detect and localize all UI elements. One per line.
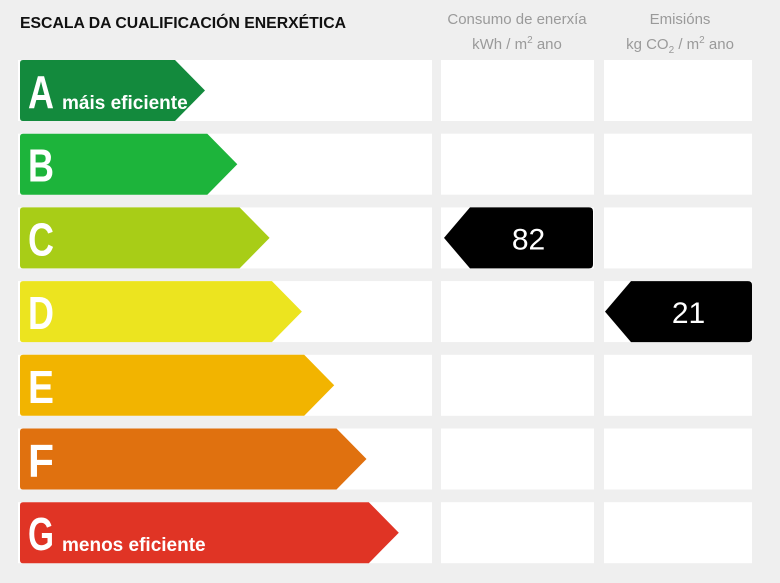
sup: 2 [699,35,705,46]
cell [441,354,594,416]
unit: ano [705,36,734,53]
rating-arrow [20,428,367,490]
cell [604,133,752,195]
cell [604,354,752,416]
rating-letter: G [28,508,54,560]
rating-arrow [20,502,399,564]
unit: / m [674,36,699,53]
cell [441,133,594,195]
cell [441,281,594,343]
emissions-unit: kg CO2 / m2 ano [626,35,734,56]
cell [604,207,752,269]
sub: 2 [669,45,675,56]
value: 82 [512,223,545,256]
unit: kWh / m [472,36,527,53]
cell [441,502,594,564]
rating-letter: A [28,66,54,118]
rating-note: máis eficiente [62,93,188,114]
cell [604,502,752,564]
cell [441,428,594,490]
rating-letter: D [28,287,54,339]
rating-arrow [20,281,302,343]
rating-arrow [20,207,270,269]
sup: 2 [527,35,533,46]
unit: kg CO [626,36,669,53]
rating-letter: F [28,435,54,487]
rating-note: menos eficiente [62,535,206,556]
rating-arrow [20,354,335,416]
rating-arrow [20,60,205,121]
value: 21 [672,297,705,330]
rating-letter: C [28,213,54,265]
value-badge [605,281,752,343]
consumption-unit: kWh / m2 ano [472,35,562,53]
cell [441,60,594,121]
rating-letter: E [28,361,54,413]
consumption-header: Consumo de enerxía [447,11,587,28]
unit: ano [533,36,562,53]
value-badge [444,207,593,269]
emissions-header: Emisións [650,11,711,28]
title: ESCALA DA CUALIFICACIÓN ENERXÉTICA [20,13,346,32]
rating-arrow [20,133,238,195]
cell [604,428,752,490]
rating-letter: B [28,140,54,192]
cell [604,60,752,121]
